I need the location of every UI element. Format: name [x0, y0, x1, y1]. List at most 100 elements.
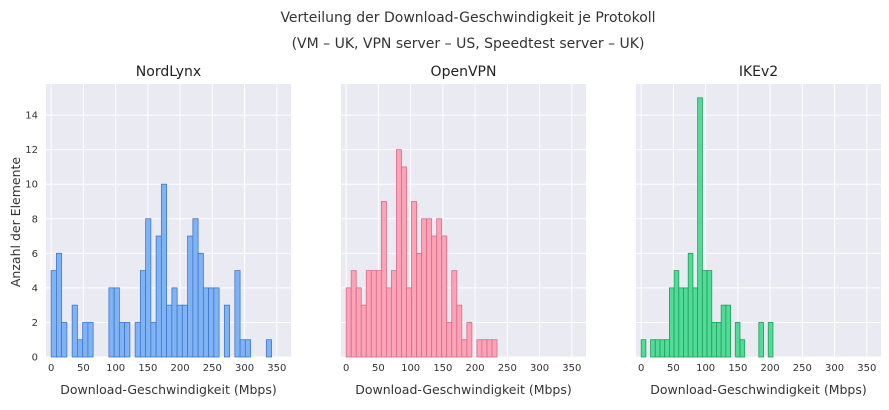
- y-tick-label: 8: [32, 214, 38, 225]
- histogram-bar: [192, 218, 199, 358]
- histogram-bar: [441, 235, 448, 358]
- histogram-bar: [446, 322, 453, 358]
- histogram-bar: [391, 270, 397, 358]
- histogram-bar: [436, 218, 443, 358]
- x-tick-label: 0: [343, 363, 349, 374]
- histogram-bar: [234, 270, 241, 358]
- histogram-bar: [139, 270, 147, 358]
- histogram-bar: [360, 304, 367, 358]
- histogram-bar: [208, 287, 215, 358]
- histogram-bar: [650, 339, 656, 358]
- histogram-bar: [385, 287, 392, 358]
- histogram-bar: [239, 339, 246, 358]
- x-tick-label: 150: [138, 363, 157, 374]
- histogram-bar: [145, 218, 152, 358]
- histogram-bar: [350, 270, 357, 358]
- histogram-bar: [669, 287, 675, 358]
- x-tick-label: 0: [638, 363, 644, 374]
- histogram-bar: [77, 339, 84, 358]
- histogram-bar: [687, 252, 694, 358]
- y-tick-label: 0: [32, 353, 38, 364]
- histogram-bar: [456, 304, 463, 358]
- y-axis-label: Anzahl der Elemente: [8, 157, 23, 288]
- histogram-bar: [421, 218, 428, 358]
- histogram-bar: [345, 287, 352, 358]
- histogram-bar: [481, 339, 488, 358]
- chart-panels: 0 50 100 150 200 250 300 350 0 2 4 6 8 10 12 14 NordLynx…: [25, 64, 881, 397]
- panel-title-openvpn: OpenVPN: [431, 64, 497, 80]
- panel-openvpn: 0 50 100 150 200 250 300 350 OpenVPN Download-Ges…: [341, 64, 586, 397]
- x-axis-label-openvpn: Download-Geschwindigkeit (Mbps): [355, 382, 572, 397]
- histogram-bar: [706, 270, 713, 358]
- histogram-bar: [50, 270, 57, 358]
- histogram-bar: [187, 235, 194, 358]
- histogram-bar: [108, 287, 115, 358]
- chart-subtitle: (VM – UK, VPN server – US, Speedtest ser…: [292, 36, 645, 52]
- histogram-bar: [466, 322, 473, 358]
- x-tick-label: 350: [267, 363, 286, 374]
- x-axis-label-ikev2: Download-Geschwindigkeit (Mbps): [650, 382, 867, 397]
- x-tick-label: 150: [433, 363, 452, 374]
- histogram-bar: [692, 287, 699, 358]
- histogram-bar: [486, 339, 493, 358]
- histogram-bar: [664, 339, 670, 358]
- histogram-bar: [720, 304, 727, 358]
- histogram-bar: [202, 287, 210, 358]
- histogram-bar: [683, 287, 689, 358]
- x-tick-label: 250: [793, 363, 812, 374]
- histogram-bar: [380, 201, 387, 358]
- histogram-bar: [244, 339, 251, 358]
- histogram-bar: [197, 252, 204, 358]
- histogram-bar: [213, 287, 220, 358]
- x-tick-label: 250: [203, 363, 222, 374]
- histogram-bar: [166, 304, 173, 358]
- histogram-bar: [113, 287, 120, 358]
- histogram-bar: [134, 322, 141, 358]
- histogram-bar: [491, 339, 498, 358]
- histogram-bar: [711, 322, 717, 358]
- histogram-bar: [176, 304, 183, 358]
- x-tick-label: 0: [48, 363, 54, 374]
- histogram-bar: [734, 322, 741, 358]
- x-tick-label: 100: [696, 363, 715, 374]
- panel-title-ikev2: IKEv2: [739, 64, 778, 80]
- histogram-bar: [701, 270, 708, 358]
- histogram-bar: [124, 322, 131, 358]
- histogram-bar: [678, 287, 684, 358]
- histogram-bar: [171, 287, 178, 358]
- x-tick-label: 200: [761, 363, 780, 374]
- histogram-bar: [758, 322, 764, 358]
- histogram-bar: [767, 322, 774, 358]
- histogram-bar: [181, 304, 189, 358]
- histogram-bar: [431, 235, 438, 358]
- histogram-bar: [416, 252, 422, 358]
- y-tick-label: 4: [32, 283, 38, 294]
- histogram-bar: [739, 339, 746, 358]
- histogram-bar: [725, 304, 731, 358]
- x-tick-label: 100: [401, 363, 420, 374]
- histogram-bar: [640, 339, 647, 358]
- histogram-bar: [716, 322, 722, 358]
- x-axis-label-nordlynx: Download-Geschwindigkeit (Mbps): [60, 382, 277, 397]
- histogram-bar: [118, 322, 126, 358]
- histogram-bar: [659, 339, 666, 358]
- histogram-bar: [654, 339, 661, 358]
- histogram-bar: [426, 218, 433, 358]
- histogram-bar: [82, 322, 89, 358]
- x-tick-label: 300: [825, 363, 844, 374]
- histogram-bar: [396, 149, 402, 358]
- x-tick-label: 50: [667, 363, 680, 374]
- histogram-bar: [71, 304, 78, 358]
- x-tick-label: 50: [77, 363, 90, 374]
- y-tick-label: 6: [32, 249, 38, 260]
- x-tick-label: 200: [466, 363, 485, 374]
- histogram-bar: [401, 166, 407, 358]
- histogram-bar: [160, 183, 168, 358]
- y-tick-label: 10: [25, 180, 38, 191]
- histogram-bar: [411, 201, 417, 358]
- chart-title: Verteilung der Download-Geschwindigkeit …: [280, 10, 655, 26]
- histogram-bar: [355, 287, 362, 358]
- x-tick-label: 350: [857, 363, 876, 374]
- histogram-bar: [451, 270, 458, 358]
